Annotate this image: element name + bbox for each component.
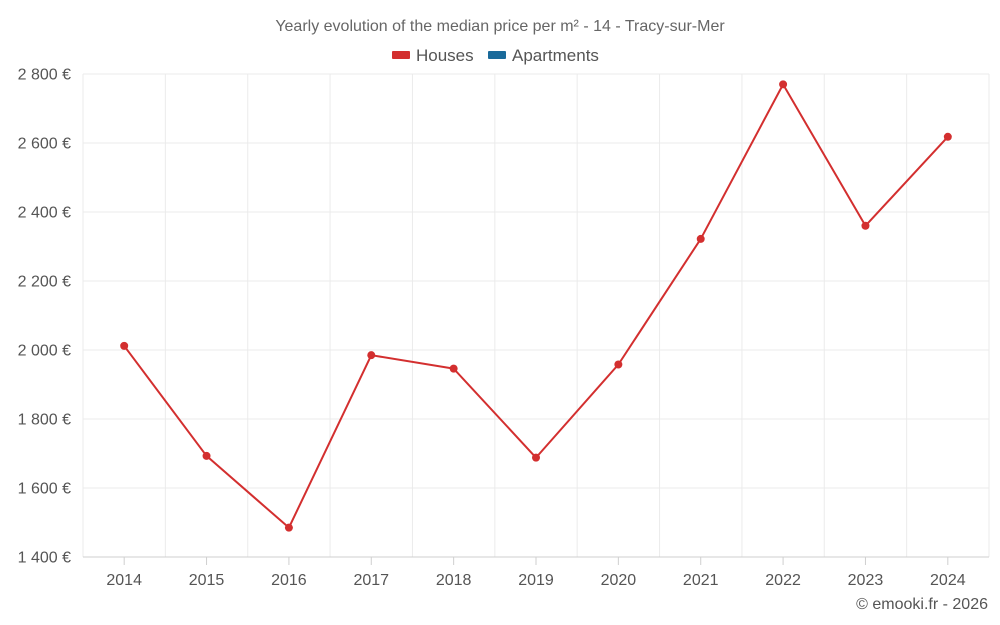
y-tick-label: 2 000 € (18, 343, 71, 360)
x-tick-label: 2015 (189, 572, 225, 589)
x-tick-label: 2014 (106, 572, 142, 589)
data-point (696, 234, 705, 243)
x-tick-label: 2021 (683, 572, 719, 589)
y-tick-label: 1 400 € (18, 550, 71, 567)
data-point (449, 364, 458, 373)
data-point (284, 523, 293, 532)
x-tick-label: 2018 (436, 572, 472, 589)
legend-label-apartments: Apartments (512, 46, 599, 65)
data-point (120, 341, 129, 350)
grid (82, 73, 990, 557)
data-point (943, 132, 952, 141)
x-tick-label: 2017 (353, 572, 389, 589)
legend-swatch-apartments (488, 51, 506, 59)
data-point (861, 221, 870, 230)
credit-text: © emooki.fr - 2026 (856, 596, 988, 613)
y-tick-label: 2 800 € (18, 67, 71, 84)
x-tick-label: 2023 (848, 572, 884, 589)
x-tick-label: 2020 (601, 572, 637, 589)
x-tick-label: 2016 (271, 572, 307, 589)
x-tick-label: 2019 (518, 572, 554, 589)
chart-title: Yearly evolution of the median price per… (275, 18, 725, 35)
legend-swatch-houses (392, 51, 410, 59)
y-tick-label: 2 400 € (18, 205, 71, 222)
data-point (202, 451, 211, 460)
legend-label-houses: Houses (416, 46, 474, 65)
y-tick-label: 2 600 € (18, 136, 71, 153)
legend: Houses Apartments (392, 46, 599, 65)
data-point (367, 351, 376, 360)
y-tick-label: 1 600 € (18, 481, 71, 498)
data-point (779, 80, 788, 89)
y-tick-label: 1 800 € (18, 412, 71, 429)
x-tick-label: 2024 (930, 572, 966, 589)
data-point (532, 453, 540, 462)
y-tick-label: 2 200 € (18, 274, 71, 291)
data-point (614, 360, 623, 369)
series-layer (120, 80, 952, 532)
axes: 1 400 € 1 600 € 1 800 € 2 000 € 2 200 € 2 400… (18, 67, 989, 589)
x-tick-label: 2022 (765, 572, 801, 589)
